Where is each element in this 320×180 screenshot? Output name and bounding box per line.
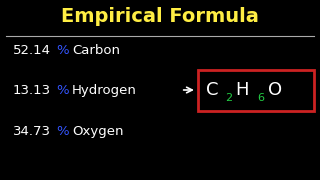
Text: %: % (56, 84, 68, 96)
Text: 52.14: 52.14 (13, 44, 51, 57)
Text: 6: 6 (257, 93, 264, 103)
Text: Empirical Formula: Empirical Formula (61, 7, 259, 26)
Text: 2: 2 (225, 93, 232, 103)
Text: 13.13: 13.13 (13, 84, 51, 96)
Text: 34.73: 34.73 (13, 125, 51, 138)
Text: Hydrogen: Hydrogen (72, 84, 137, 96)
Text: C: C (206, 82, 219, 100)
Text: %: % (56, 44, 68, 57)
Text: H: H (235, 82, 249, 100)
Text: %: % (56, 125, 68, 138)
Text: Carbon: Carbon (72, 44, 120, 57)
FancyBboxPatch shape (198, 70, 314, 111)
Text: O: O (268, 82, 282, 100)
Text: Oxygen: Oxygen (72, 125, 124, 138)
